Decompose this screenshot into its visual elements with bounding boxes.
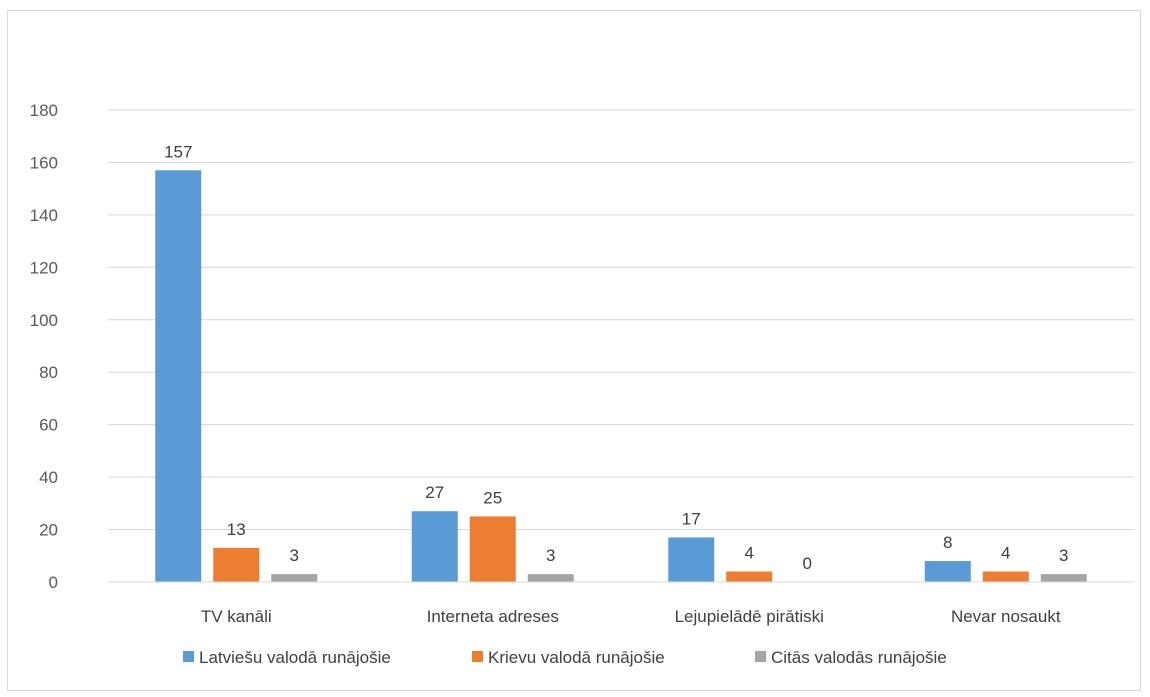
y-axis-ticks: 0 20 40 60 80 100 120 140 160 180 [30,101,58,592]
legend: Latviešu valodā runājošie Krievu valodā r… [183,648,947,667]
gridlines [108,109,1134,531]
bar [213,547,260,582]
chart-frame [7,10,1141,691]
data-label: 3 [1059,546,1068,565]
data-label: 157 [164,142,192,161]
legend-label: Citās valodās runājošie [771,648,947,667]
category-label: Nevar nosaukt [951,607,1061,626]
category-labels: TV kanāli Interneta adreses Lejupielādē pi… [201,607,1061,626]
category-label: Interneta adreses [427,607,559,626]
legend-swatch [755,651,766,662]
data-label: 3 [546,546,555,565]
y-tick-label: 60 [39,416,58,435]
category-label: TV kanāli [201,607,272,626]
data-label: 3 [290,546,299,565]
bar [924,561,971,582]
y-tick-label: 160 [30,153,58,172]
y-tick-label: 120 [30,258,58,277]
y-tick-label: 20 [39,521,58,540]
legend-label: Krievu valodā runājošie [488,648,665,667]
data-label: 0 [803,554,812,573]
y-tick-label: 140 [30,206,58,225]
data-labels: 157 13 3 27 25 3 17 4 0 8 4 3 [164,142,1068,573]
bars [155,170,1087,583]
legend-swatch [183,651,194,662]
y-tick-label: 100 [30,311,58,330]
bar [411,511,458,582]
bar [271,574,318,582]
y-tick-label: 180 [30,101,58,120]
bar [726,571,773,582]
data-label: 27 [425,483,444,502]
bar [668,537,715,582]
data-label: 17 [682,509,701,528]
data-label: 4 [1001,544,1010,563]
y-tick-label: 80 [39,363,58,382]
legend-label: Latviešu valodā runājošie [199,648,391,667]
y-tick-label: 0 [49,573,58,592]
data-label: 13 [227,520,246,539]
bar [527,574,574,582]
legend-swatch [472,651,483,662]
category-label: Lejupielādē pirātiski [675,607,824,626]
bar [1040,574,1087,582]
data-label: 25 [483,488,502,507]
bar [155,170,202,583]
y-tick-label: 40 [39,468,58,487]
data-label: 8 [943,533,952,552]
bar [982,571,1029,582]
data-label: 4 [745,544,754,563]
bar [469,516,516,582]
